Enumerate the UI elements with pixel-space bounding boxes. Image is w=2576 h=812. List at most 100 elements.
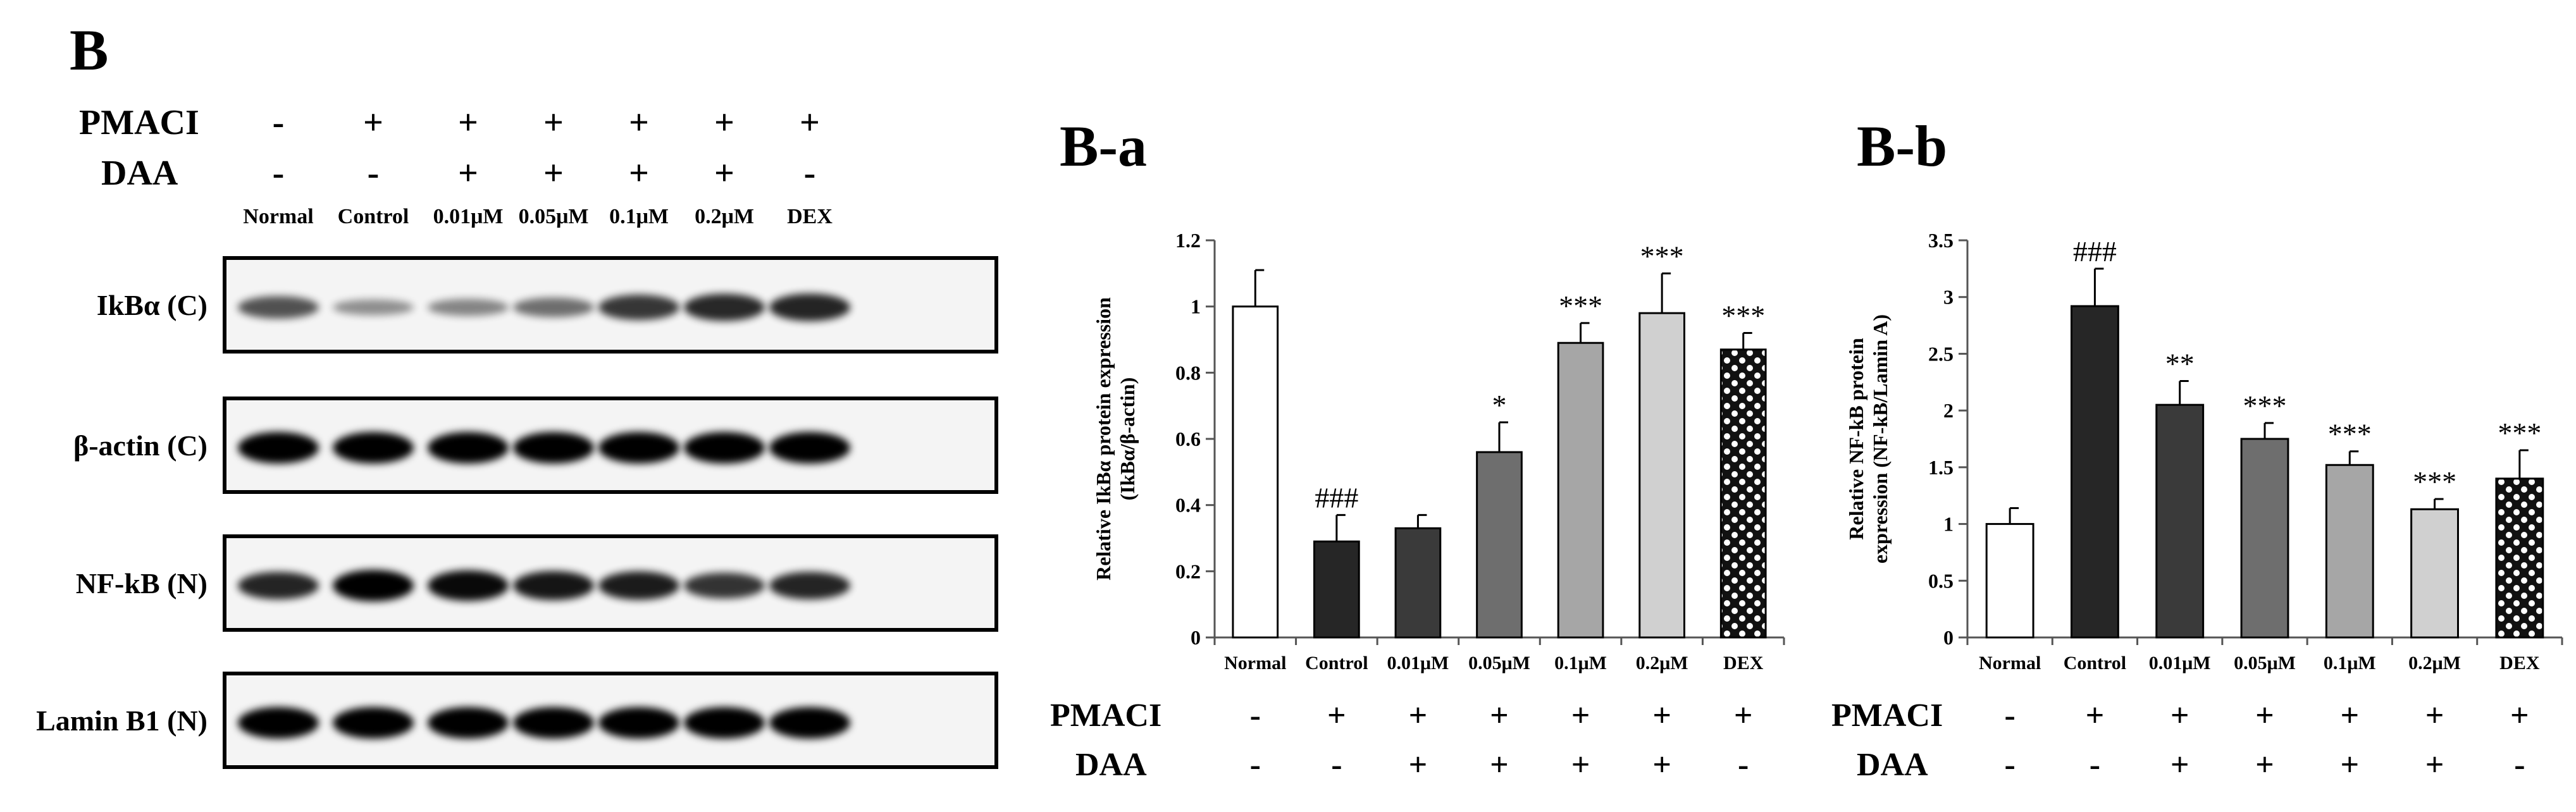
blot-row: NF-kB (N): [76, 534, 998, 632]
significance-marker: ***: [1640, 240, 1684, 272]
daa-sign: +: [2170, 747, 2189, 783]
blot-row-label: β-actin (C): [73, 429, 207, 462]
pmaci-sign: +: [2425, 698, 2444, 734]
bar: [1394, 527, 1442, 639]
blot-lane-label: DEX: [787, 205, 833, 228]
bar: [2071, 305, 2119, 639]
bar: [2410, 508, 2459, 639]
blot-lane-label: 0.05μM: [519, 205, 589, 228]
pmaci-sign: +: [1490, 698, 1509, 734]
x-tick-label: 0.05μM: [1468, 653, 1530, 674]
pmaci-sign: +: [1327, 698, 1346, 734]
blot-daa-sign: -: [804, 154, 816, 193]
bar: [2325, 464, 2374, 639]
blot-band: [333, 299, 414, 316]
blot-pmaci-sign: -: [273, 103, 285, 142]
blot-row: IkBα (C): [97, 256, 998, 354]
x-tick-label: 0.05μM: [2234, 653, 2296, 674]
y-tick-label: 0: [1191, 626, 1201, 649]
blot-band: [513, 297, 594, 317]
x-tick-label: 0.1μM: [2324, 653, 2376, 674]
x-tick-label: Normal: [1224, 653, 1286, 674]
blot-band: [684, 293, 765, 321]
pmaci-label: PMACI: [1831, 698, 1943, 734]
daa-sign: -: [2004, 747, 2015, 783]
blot-row-label: NF-kB (N): [76, 567, 207, 600]
pmaci-sign: +: [2340, 698, 2359, 734]
x-tick-label: DEX: [1723, 653, 1764, 674]
blot-pmaci-signs: - + + + + + +: [273, 103, 820, 142]
y-tick-label: 1: [1943, 513, 1954, 536]
blot-daa-signs: - - + + + + -: [273, 154, 816, 193]
daa-sign: +: [2425, 747, 2444, 783]
blot-band: [769, 432, 850, 464]
daa-sign: -: [1738, 747, 1749, 783]
daa-sign: -: [2090, 747, 2100, 783]
significance-marker: *: [1492, 389, 1507, 421]
blot-row: β-actin (C): [73, 397, 998, 494]
blot-band: [238, 296, 319, 319]
blot-daa-sign: +: [714, 154, 734, 193]
pmaci-sign: +: [1409, 698, 1428, 734]
blot-rows: IkBα (C) β-actin (C) NF-kB (N) Lamin B1 (N): [36, 256, 998, 769]
blot-band: [684, 572, 765, 599]
blot-band: [238, 707, 319, 739]
blot-band: [513, 707, 594, 739]
chart-b-a: B-a 0 0.2 0.4 0.6 0.8 1 1.2 Relative IkBα prote…: [1050, 114, 1785, 783]
pmaci-sign: -: [2004, 698, 2015, 734]
daa-sign: +: [1571, 747, 1590, 783]
daa-sign: +: [1490, 747, 1509, 783]
blot-band: [598, 707, 679, 739]
blot-band: [769, 707, 850, 739]
pmaci-sign: +: [2510, 698, 2529, 734]
y-tick-label: 0: [1943, 626, 1954, 649]
significance-marker: ***: [2498, 417, 2541, 449]
bar: [2155, 403, 2205, 639]
blot-row: Lamin B1 (N): [36, 672, 998, 769]
pmaci-label: PMACI: [1050, 698, 1161, 734]
blot-band: [769, 293, 850, 321]
daa-sign: -: [2514, 747, 2525, 783]
blot-band: [333, 570, 414, 601]
significance-marker: ***: [2413, 465, 2456, 498]
daa-sign: +: [1409, 747, 1428, 783]
bar: [1476, 451, 1523, 639]
blot-lane-label: 0.1μM: [609, 205, 669, 228]
blot-band: [428, 570, 509, 601]
chart-b-a-title: B-a: [1060, 114, 1147, 178]
y-axis-label: expression (NF-kB/Lamin A): [1869, 314, 1892, 563]
significance-marker: ###: [2073, 235, 2117, 268]
panel-letter: B: [70, 18, 108, 82]
y-tick-label: 1.5: [1928, 456, 1954, 479]
blot-pmaci-label: PMACI: [79, 103, 199, 142]
y-tick-label: 0.8: [1175, 361, 1201, 384]
chart-b-b: B-b 0 0.5 1 1.5 2 2.5 3 3.5 Relative NF-kB prote…: [1831, 114, 2563, 783]
bar: [1719, 348, 1767, 639]
blot-band: [238, 432, 319, 464]
x-tick-label: 0.01μM: [1387, 653, 1449, 674]
blot-lane-label: Control: [338, 205, 409, 228]
significance-marker: ***: [2243, 390, 2287, 422]
y-axis-label: (IkBα/β-actin): [1116, 378, 1139, 501]
y-tick-label: 2: [1943, 399, 1954, 422]
significance-marker: ***: [1559, 290, 1602, 322]
pmaci-sign: +: [2086, 698, 2105, 734]
blot-row-label: Lamin B1 (N): [36, 704, 207, 737]
pmaci-sign: +: [2255, 698, 2274, 734]
x-tick-label: Normal: [1979, 653, 2041, 674]
blot-band: [598, 571, 679, 600]
daa-sign: -: [1250, 747, 1261, 783]
y-tick-label: 0.6: [1175, 428, 1201, 450]
blot-lane-labels: Normal Control 0.01μM 0.05μM 0.1μM 0.2μM DEX: [243, 205, 833, 228]
blot-band: [769, 572, 850, 600]
blot-daa-sign: +: [543, 154, 564, 193]
chart-b-b-title: B-b: [1857, 114, 1947, 178]
blot-daa-sign: +: [458, 154, 478, 193]
pmaci-sign: +: [2170, 698, 2189, 734]
blot-band: [428, 432, 509, 464]
blot-band: [238, 572, 319, 600]
bar: [2495, 477, 2544, 639]
significance-marker: ###: [1315, 481, 1358, 514]
blot-band: [428, 707, 509, 739]
